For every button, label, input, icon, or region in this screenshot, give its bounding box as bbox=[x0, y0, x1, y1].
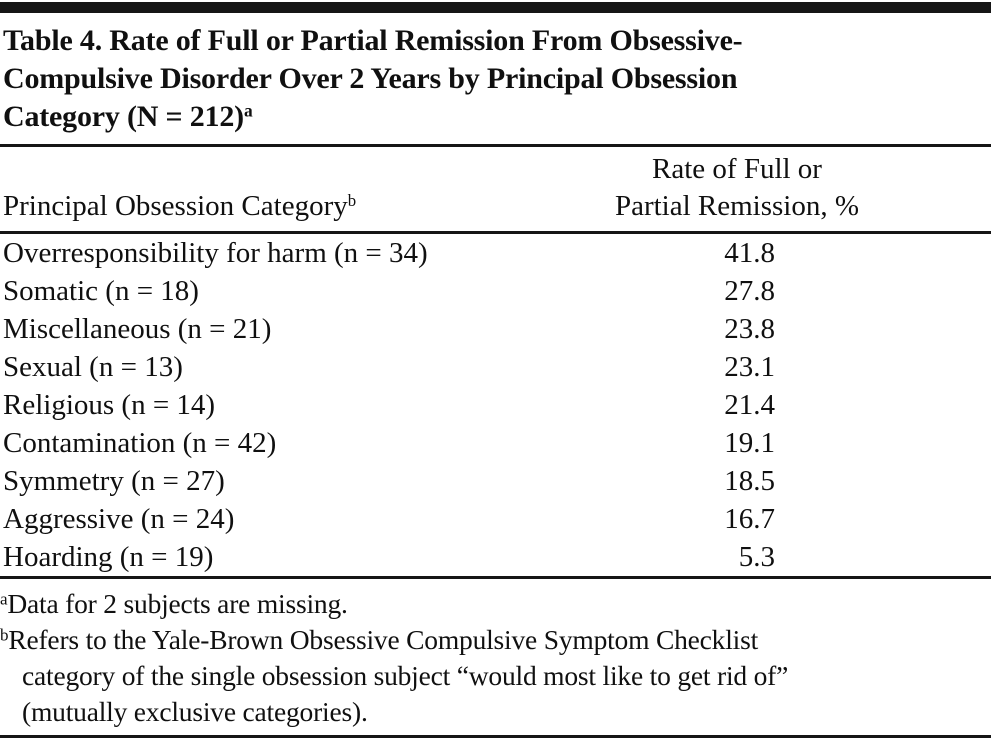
column-header-category-footnote-marker: b bbox=[347, 190, 357, 210]
rate-cell: 21.4 bbox=[568, 386, 991, 424]
rate-value: 23.1 bbox=[724, 351, 775, 383]
rate-cell: 5.3 bbox=[568, 538, 991, 576]
rate-value: 5.3 bbox=[738, 541, 775, 573]
rate-cell: 27.8 bbox=[568, 272, 991, 310]
category-cell: Somatic (n = 18) bbox=[3, 275, 199, 307]
rate-value: 21.4 bbox=[724, 389, 775, 421]
column-header-rate-text: Rate of Full or Partial Remission, % bbox=[614, 153, 860, 222]
column-header-category: Principal Obsession Categoryb bbox=[0, 147, 568, 234]
remission-rate-table: Principal Obsession Categoryb Rate of Fu… bbox=[0, 147, 991, 576]
category-cell: Sexual (n = 13) bbox=[3, 351, 183, 383]
table-row: Religious (n = 14) 21.4 bbox=[0, 386, 991, 424]
table-row: Aggressive (n = 24) 16.7 bbox=[0, 500, 991, 538]
rate-value: 27.8 bbox=[724, 275, 775, 307]
rate-value: 19.1 bbox=[724, 427, 775, 459]
table-title: Table 4. Rate of Full or Partial Remissi… bbox=[0, 13, 991, 147]
footnote-b-text: Refers to the Yale-Brown Obsessive Compu… bbox=[8, 624, 789, 727]
category-cell: Aggressive (n = 24) bbox=[3, 503, 235, 535]
header-row: Principal Obsession Categoryb Rate of Fu… bbox=[0, 147, 991, 234]
rate-value: 16.7 bbox=[724, 503, 775, 535]
table-row: Symmetry (n = 27) 18.5 bbox=[0, 462, 991, 500]
footnote-b: bRefers to the Yale-Brown Obsessive Comp… bbox=[0, 622, 991, 730]
rate-value: 23.8 bbox=[724, 313, 775, 345]
table-row: Hoarding (n = 19) 5.3 bbox=[0, 538, 991, 576]
category-cell: Hoarding (n = 19) bbox=[3, 541, 214, 573]
table-row: Miscellaneous (n = 21) 23.8 bbox=[0, 310, 991, 348]
footnote-b-marker: b bbox=[0, 625, 9, 645]
table-header: Principal Obsession Categoryb Rate of Fu… bbox=[0, 147, 991, 234]
table-title-footnote-marker: a bbox=[243, 100, 253, 121]
column-header-rate: Rate of Full or Partial Remission, % bbox=[568, 147, 991, 234]
rate-cell: 23.8 bbox=[568, 310, 991, 348]
rate-cell: 23.1 bbox=[568, 348, 991, 386]
table-title-text: Table 4. Rate of Full or Partial Remissi… bbox=[3, 24, 743, 133]
table-row: Contamination (n = 42) 19.1 bbox=[0, 424, 991, 462]
rate-cell: 16.7 bbox=[568, 500, 991, 538]
category-cell: Contamination (n = 42) bbox=[3, 427, 277, 459]
table-row: Somatic (n = 18) 27.8 bbox=[0, 272, 991, 310]
top-rule-bar bbox=[0, 2, 991, 13]
table-body: Overresponsibility for harm (n = 34) 41.… bbox=[0, 233, 991, 577]
rate-value: 41.8 bbox=[724, 237, 775, 269]
column-header-category-text: Principal Obsession Category bbox=[3, 190, 348, 222]
category-cell: Religious (n = 14) bbox=[3, 389, 216, 421]
rate-cell: 18.5 bbox=[568, 462, 991, 500]
table-row: Overresponsibility for harm (n = 34) 41.… bbox=[0, 233, 991, 273]
rate-cell: 41.8 bbox=[568, 233, 991, 273]
category-cell: Miscellaneous (n = 21) bbox=[3, 313, 272, 345]
rate-value: 18.5 bbox=[724, 465, 775, 497]
footnote-a-marker: a bbox=[0, 589, 8, 609]
table-row: Sexual (n = 13) 23.1 bbox=[0, 348, 991, 386]
rate-cell: 19.1 bbox=[568, 424, 991, 462]
footnotes-section: aData for 2 subjects are missing. bRefer… bbox=[0, 576, 991, 738]
category-cell: Overresponsibility for harm (n = 34) bbox=[3, 237, 428, 269]
category-cell: Symmetry (n = 27) bbox=[3, 465, 225, 497]
footnote-a: aData for 2 subjects are missing. bbox=[0, 586, 991, 622]
footnote-a-text: Data for 2 subjects are missing. bbox=[7, 588, 348, 619]
